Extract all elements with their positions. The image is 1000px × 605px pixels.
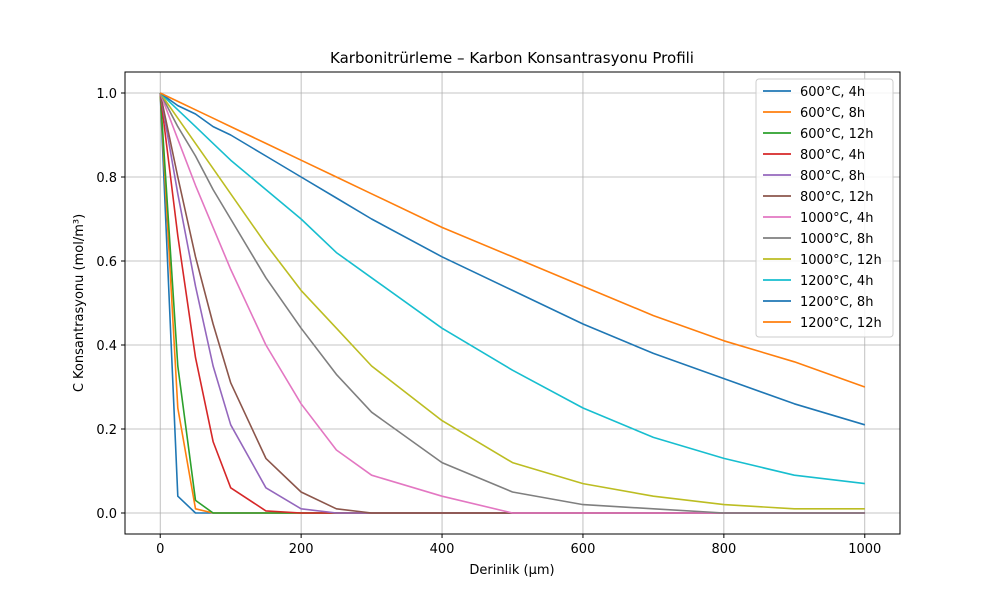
x-tick-label: 0 (156, 542, 164, 557)
x-tick-label: 400 (430, 542, 455, 557)
series-line-12 (159, 92, 866, 388)
legend-label: 1000°C, 8h (800, 232, 873, 247)
y-tick-label: 0.4 (96, 339, 117, 354)
legend-label: 600°C, 4h (800, 85, 865, 100)
legend-label: 800°C, 4h (800, 148, 865, 163)
x-tick-label: 600 (571, 542, 596, 557)
series-line-7 (159, 92, 865, 514)
x-tick-label: 200 (289, 542, 314, 557)
y-tick-label: 0.8 (96, 171, 117, 186)
legend-box (755, 78, 894, 338)
legend-label: 1200°C, 12h (800, 316, 882, 331)
chart-title: Karbonitrürleme – Karbon Konsantrasyonu … (330, 49, 694, 67)
y-axis-ticks: 0.0 0.2 0.4 0.6 0.8 1.0 (96, 87, 125, 522)
y-tick-label: 0.6 (96, 255, 117, 270)
x-tick-label: 1000 (848, 542, 881, 557)
series-line-9 (159, 92, 865, 510)
legend-label: 600°C, 8h (800, 106, 865, 121)
plot-frame (124, 71, 901, 535)
y-tick-label: 0.2 (96, 423, 117, 438)
x-axis-ticks: 0 200 400 600 800 1000 (156, 534, 881, 557)
legend-label: 1000°C, 4h (800, 211, 873, 226)
y-tick-label: 0.0 (96, 507, 117, 522)
series-line-8 (159, 92, 865, 514)
series-lines (159, 92, 866, 514)
legend-label: 800°C, 8h (800, 169, 865, 184)
legend: 600°C, 4h 600°C, 8h 600°C, 12h 800°C, 4h 800… (755, 78, 894, 338)
legend-label: 1200°C, 4h (800, 274, 873, 289)
legend-label: 1200°C, 8h (800, 295, 873, 310)
x-tick-label: 800 (711, 542, 736, 557)
y-axis-label: C Konsantrasyonu (mol/m³) (72, 214, 87, 392)
series-line-10 (159, 92, 865, 485)
legend-label: 1000°C, 12h (800, 253, 882, 268)
legend-label: 600°C, 12h (800, 127, 873, 142)
legend-label: 800°C, 12h (800, 190, 873, 205)
x-axis-label: Derinlik (µm) (469, 563, 554, 578)
series-line-11 (159, 92, 866, 426)
y-tick-label: 1.0 (96, 87, 117, 102)
